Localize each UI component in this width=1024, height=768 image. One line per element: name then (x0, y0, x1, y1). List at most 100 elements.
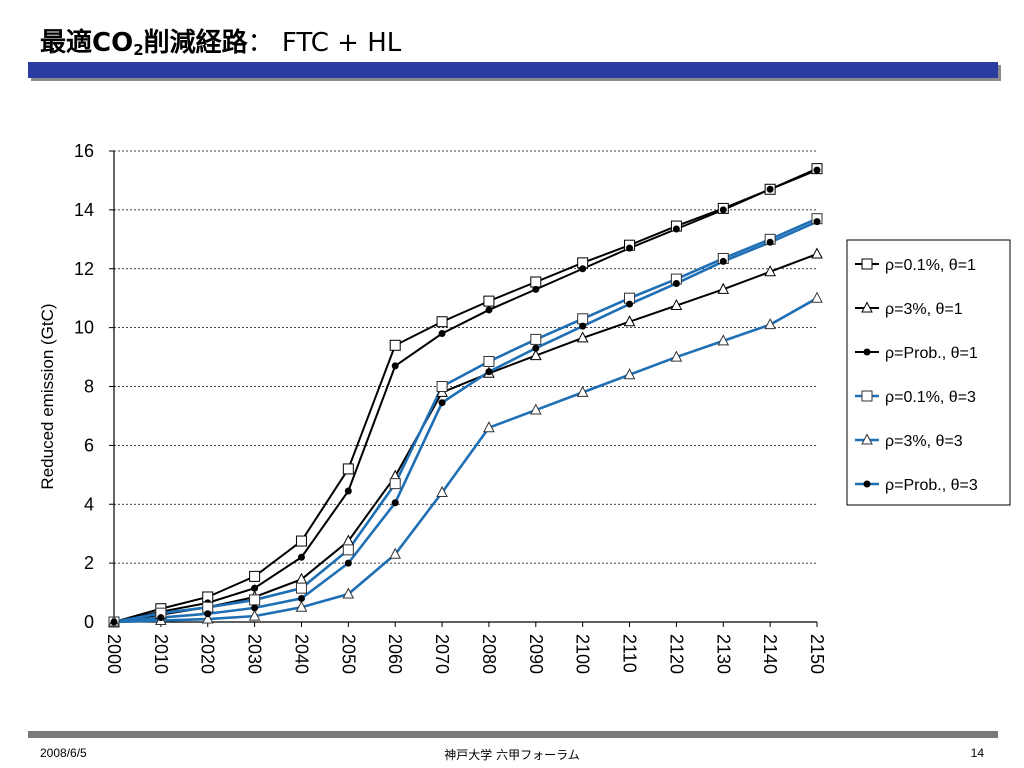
data-point (529, 403, 542, 415)
series-line (113, 253, 818, 623)
y-tick-label: 2 (84, 553, 94, 573)
data-point (672, 279, 680, 287)
legend-marker (861, 258, 873, 270)
series-line (113, 217, 818, 624)
title-main: 最適CO (40, 28, 134, 58)
data-point (438, 330, 446, 338)
x-tick-label: 2120 (666, 634, 686, 674)
y-tick-label: 4 (84, 494, 94, 514)
data-point (483, 355, 495, 367)
data-point (577, 313, 589, 325)
x-tick-label: 2050 (338, 634, 358, 674)
data-point (579, 322, 587, 330)
legend-box (846, 239, 1011, 506)
data-point (251, 584, 259, 592)
series-line (113, 169, 818, 623)
y-tick-label: 10 (74, 318, 94, 338)
legend-marker (861, 390, 873, 402)
data-point (764, 265, 776, 277)
data-point (483, 421, 495, 433)
data-point (529, 349, 542, 361)
y-tick-label: 6 (84, 435, 94, 455)
data-point (719, 206, 727, 214)
data-point (344, 559, 352, 567)
data-point (249, 570, 261, 582)
data-point (436, 316, 448, 328)
data-point (295, 535, 307, 547)
title-bar (28, 62, 998, 78)
data-point (436, 381, 448, 392)
data-point (670, 350, 683, 362)
title-suffix: ： FTC + HL (247, 28, 402, 58)
data-point (391, 362, 399, 370)
series-line (113, 220, 818, 624)
data-point (295, 600, 308, 612)
x-tick-label: 2150 (807, 634, 827, 674)
data-point (719, 257, 727, 265)
data-point (342, 544, 354, 556)
x-tick-label: 2060 (385, 634, 405, 674)
y-tick-label: 14 (74, 200, 94, 220)
data-point (530, 333, 542, 345)
data-point (813, 166, 821, 174)
data-point (389, 339, 401, 351)
y-tick-label: 8 (84, 377, 94, 397)
emission-chart: 0 2 4 6 8 10 12 14 16 2000 2010 2020 2030 2040 2050 206… (38, 141, 1011, 674)
y-tick-label: 12 (74, 259, 94, 279)
data-point (672, 225, 680, 233)
data-point (342, 587, 355, 599)
y-axis-title: Reduced emission (GtC) (38, 303, 57, 489)
x-tick-label: 2070 (432, 634, 452, 674)
x-tick-label: 2080 (479, 634, 499, 674)
legend-label: ρ=Prob., θ=3 (885, 477, 978, 494)
x-tick-label: 2100 (573, 634, 593, 674)
data-point (204, 610, 212, 618)
x-tick-label: 2000 (104, 634, 124, 674)
series-line (113, 167, 818, 623)
legend-label: ρ=3%, θ=3 (885, 433, 963, 450)
footer-bar (28, 731, 998, 738)
legend-marker (861, 433, 873, 445)
legend-label: ρ=0.1%, θ=1 (885, 257, 976, 274)
footer-date: 2008/6/5 (40, 746, 87, 760)
data-point (389, 478, 401, 490)
data-point (297, 553, 305, 561)
data-point (623, 368, 636, 380)
data-point (297, 594, 305, 602)
data-point (626, 300, 634, 308)
data-point (485, 368, 493, 376)
data-point (530, 276, 542, 288)
data-point (717, 282, 730, 294)
x-tick-label: 2140 (760, 634, 780, 674)
title-subscript: 2 (133, 41, 144, 59)
legend-label: ρ=Prob., θ=1 (885, 345, 978, 362)
data-point (342, 463, 354, 475)
data-point (764, 318, 776, 330)
series-line (113, 297, 818, 624)
data-point (485, 306, 493, 314)
data-point (344, 487, 352, 495)
data-point (626, 244, 634, 252)
page-number: 14 (970, 746, 984, 760)
x-tick-label: 2040 (291, 634, 311, 674)
data-point (436, 485, 448, 497)
legend-label: ρ=0.1%, θ=3 (885, 389, 976, 406)
x-tick-label: 2090 (526, 634, 546, 674)
data-point (201, 612, 214, 624)
y-tick-label: 0 (84, 612, 94, 632)
data-point (389, 547, 402, 559)
x-tick-label: 2110 (620, 634, 640, 673)
data-point (251, 604, 259, 612)
data-point (483, 295, 495, 307)
data-point (811, 247, 823, 259)
legend-marker (861, 301, 873, 313)
x-tick-label: 2130 (713, 634, 733, 674)
data-point (438, 399, 446, 407)
title-rest: 削減経路 (143, 28, 248, 58)
data-point (766, 185, 774, 193)
data-point (110, 618, 118, 626)
x-tick-label: 2020 (198, 634, 218, 674)
data-point (576, 385, 589, 397)
data-point (766, 238, 774, 246)
data-point (813, 218, 821, 226)
